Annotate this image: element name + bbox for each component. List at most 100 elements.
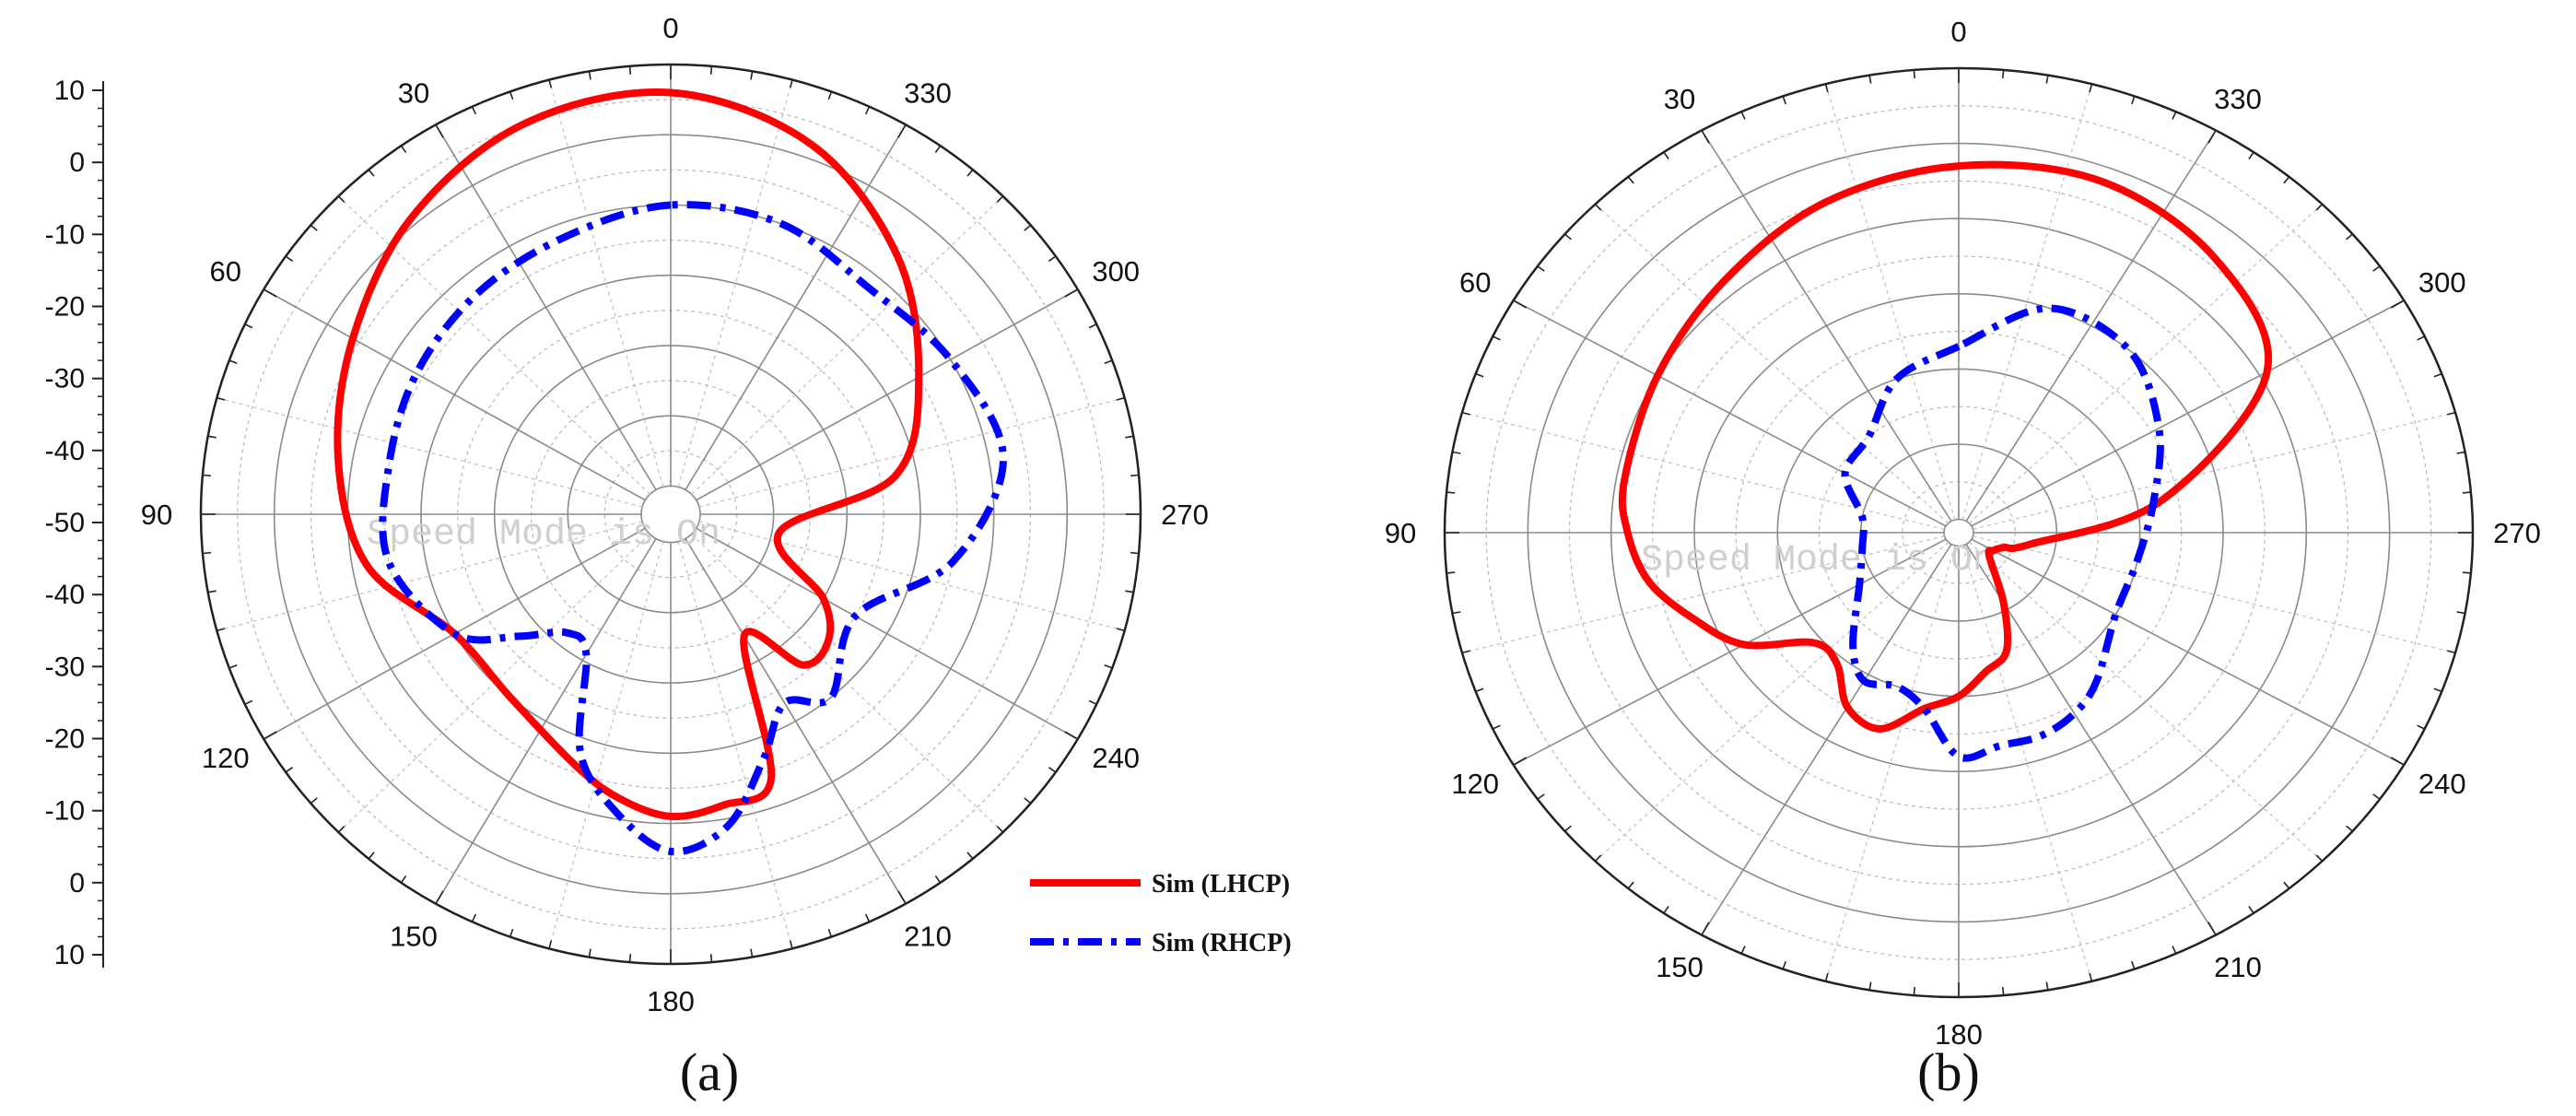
angle-tick (1824, 972, 1829, 982)
angle-label-300: 300 (2418, 266, 2466, 299)
angle-label-120: 120 (202, 742, 250, 774)
angle-tick (2346, 233, 2354, 241)
angle-tick (310, 797, 318, 805)
angle-label-150: 150 (390, 920, 438, 952)
angle-tick (1116, 628, 1125, 632)
angle-tick (1048, 255, 1057, 262)
angle-tick (509, 928, 514, 937)
angle-label-90: 90 (1385, 517, 1416, 549)
angle-tick (263, 731, 277, 740)
angle-tick (337, 195, 345, 203)
angle-tick (1824, 83, 1829, 93)
grid-spoke (1961, 545, 2092, 981)
angle-tick (285, 767, 294, 773)
angle-tick (864, 106, 871, 115)
angle-tick (400, 875, 407, 884)
angle-tick (1701, 130, 1710, 144)
angle-tick (897, 890, 907, 905)
angle-tick (228, 664, 238, 669)
grid-spoke (696, 288, 1079, 501)
angle-tick (2002, 69, 2005, 78)
angle-tick (2172, 946, 2177, 955)
radial-axis-a: 10 0 -10 -20 -30 -40 -50 -40 -30 -20 -10 0 10 (45, 76, 104, 970)
angle-tick (2433, 687, 2442, 693)
angle-tick (1088, 323, 1097, 329)
grid-spoke (1594, 541, 1950, 862)
angle-tick (628, 65, 632, 75)
angle-tick (1663, 906, 1669, 914)
grid-spoke (1701, 130, 1952, 522)
grid-spoke (435, 538, 657, 905)
angle-tick (244, 323, 253, 329)
angle-tick (1513, 757, 1528, 766)
angle-tick (789, 79, 793, 88)
grid-spoke (1461, 535, 1945, 653)
grid-spoke (1973, 412, 2456, 530)
radial-tick-label: -30 (45, 364, 85, 394)
angle-tick (207, 435, 217, 439)
angle-tick (2283, 881, 2290, 889)
grid-spoke (1825, 545, 1956, 981)
angle-tick (285, 255, 294, 262)
angle-tick (2002, 987, 2005, 996)
angle-tick (2131, 96, 2136, 105)
series-line-rhcp (1841, 304, 2164, 762)
grid-spoke (1968, 204, 2324, 524)
angle-tick (2372, 265, 2381, 272)
angle-tick (263, 288, 277, 298)
panel-label-b: (b) (1917, 1042, 1980, 1102)
angle-tick (1452, 611, 1461, 615)
angle-tick (548, 79, 553, 88)
angle-tick (750, 948, 754, 957)
angle-tick (934, 875, 942, 884)
angle-tick (1048, 767, 1057, 773)
angle-tick (2462, 571, 2471, 574)
angle-tick (1782, 96, 1786, 105)
radial-tick-label: -50 (45, 508, 85, 538)
angle-tick (2447, 411, 2456, 416)
polar-chart-a: 0 30 60 90 120 150 180 210 240 270 300 330 10 0 -10 -2… (45, 12, 1292, 1102)
angle-tick (709, 65, 713, 75)
angle-label-0: 0 (1950, 16, 1966, 48)
angle-label-270: 270 (2493, 517, 2541, 549)
angle-tick (217, 628, 226, 632)
angle-label-150: 150 (1656, 951, 1704, 983)
angle-tick (1627, 176, 1634, 184)
angle-tick (1594, 204, 1602, 211)
angle-label-90: 90 (141, 499, 172, 531)
grid-spoke (263, 288, 646, 501)
angle-tick (509, 91, 514, 100)
grid-spoke (696, 527, 1079, 740)
angle-tick (2089, 83, 2093, 93)
angle-tick (996, 195, 1004, 203)
angle-tick (789, 940, 793, 949)
grid-spoke (1971, 538, 2405, 766)
angle-label-330: 330 (904, 77, 952, 110)
angle-tick (1740, 946, 1746, 955)
angle-tick (2045, 75, 2049, 84)
radial-tick-label: 10 (54, 76, 85, 106)
angle-tick (337, 826, 345, 833)
angle-tick (2462, 491, 2471, 494)
angle-tick (1563, 233, 1572, 241)
angle-tick (2433, 372, 2442, 378)
angle-tick (2248, 906, 2254, 914)
angle-tick (1024, 797, 1032, 805)
angle-tick (2456, 611, 2465, 615)
angle-tick (1663, 151, 1669, 159)
angle-tick (1446, 571, 1456, 574)
grid-spoke (691, 195, 1004, 495)
series-line-lhcp (1618, 160, 2272, 733)
angle-tick (2283, 176, 2290, 184)
angle-tick (1452, 451, 1461, 454)
panel-label-a: (a) (680, 1042, 739, 1102)
angle-tick (1868, 981, 1872, 991)
grid-spoke (1513, 300, 1947, 527)
angle-label-210: 210 (2214, 951, 2262, 983)
grid-spoke (685, 538, 907, 905)
angle-label-240: 240 (1092, 742, 1140, 774)
grid-spoke (1701, 544, 1952, 935)
angle-tick (1104, 359, 1113, 364)
angle-tick (2390, 300, 2405, 309)
angle-tick (2131, 960, 2136, 969)
